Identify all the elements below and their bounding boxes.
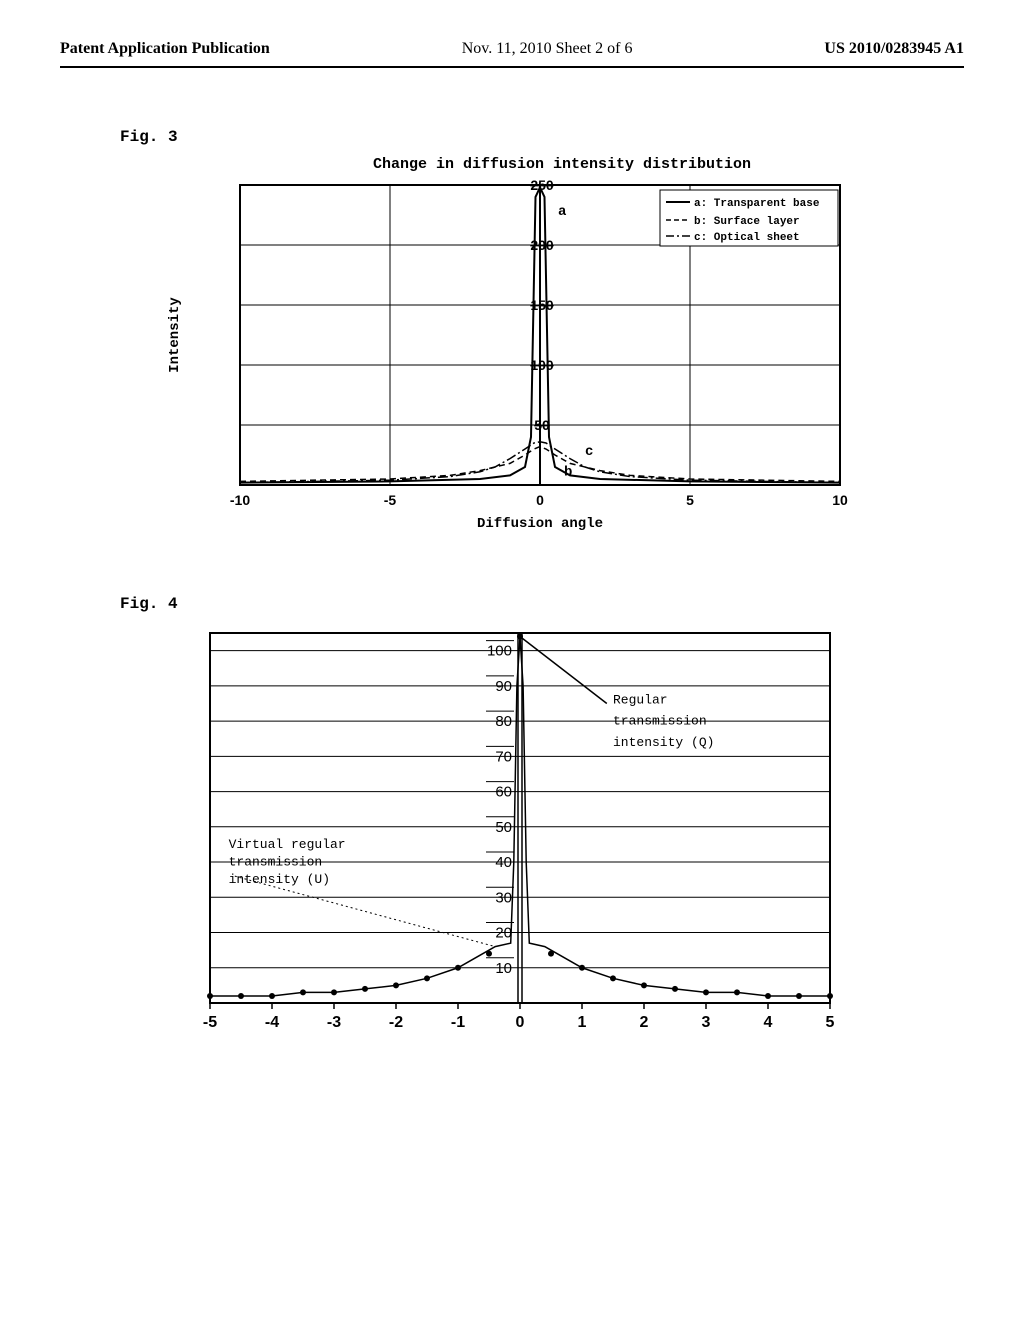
svg-text:0: 0 [516,1014,525,1031]
svg-text:Regular: Regular [613,692,668,707]
svg-text:40: 40 [495,854,512,871]
svg-text:c: Optical sheet: c: Optical sheet [694,232,800,244]
fig4-label: Fig. 4 [120,595,964,613]
svg-text:b: Surface layer: b: Surface layer [694,216,800,228]
svg-text:intensity (Q): intensity (Q) [613,735,714,750]
svg-text:5: 5 [686,492,694,508]
svg-text:Virtual regular: Virtual regular [229,837,346,852]
svg-text:transmission: transmission [613,714,707,729]
svg-text:5: 5 [826,1014,835,1031]
svg-text:3: 3 [702,1014,711,1031]
svg-text:30: 30 [495,889,512,906]
svg-text:0: 0 [536,492,544,508]
svg-text:70: 70 [495,748,512,765]
svg-text:a: Transparent base: a: Transparent base [694,198,820,210]
svg-text:-10: -10 [230,492,250,508]
header-left: Patent Application Publication [60,40,270,58]
svg-text:-5: -5 [384,492,397,508]
svg-text:b: b [564,464,572,480]
svg-text:90: 90 [495,678,512,695]
header-divider [60,66,964,68]
svg-text:1: 1 [578,1014,587,1031]
svg-text:4: 4 [764,1014,773,1031]
fig4-chart: 10 20 30 40 50 60 70 80 90 100 -5 -4 -3 -2 -1 0 1 2 3 4 5 Reg… [160,623,880,1043]
svg-text:-5: -5 [203,1014,217,1031]
svg-text:c: c [585,444,593,460]
svg-text:100: 100 [530,357,554,373]
fig3-label: Fig. 3 [120,128,964,146]
svg-text:Diffusion angle: Diffusion angle [477,516,603,532]
svg-text:10: 10 [832,492,848,508]
svg-text:-4: -4 [265,1014,279,1031]
svg-text:50: 50 [495,819,512,836]
svg-text:-2: -2 [389,1014,403,1031]
header-right: US 2010/0283945 A1 [824,40,964,58]
svg-text:-1: -1 [451,1014,465,1031]
svg-text:Intensity: Intensity [167,297,183,373]
svg-text:60: 60 [495,784,512,801]
svg-text:2: 2 [640,1014,649,1031]
svg-text:-3: -3 [327,1014,341,1031]
svg-text:10: 10 [495,960,512,977]
svg-text:50: 50 [534,417,550,433]
svg-text:intensity (U): intensity (U) [229,872,330,887]
svg-text:transmission: transmission [229,855,323,870]
svg-text:20: 20 [495,925,512,942]
header-center: Nov. 11, 2010 Sheet 2 of 6 [462,40,633,58]
svg-text:100: 100 [487,643,512,660]
fig3-chart: 50100150200250-10-50510abcDiffusion angl… [160,175,880,535]
svg-text:80: 80 [495,713,512,730]
svg-text:a: a [558,204,567,220]
fig3-title: Change in diffusion intensity distributi… [160,156,964,173]
